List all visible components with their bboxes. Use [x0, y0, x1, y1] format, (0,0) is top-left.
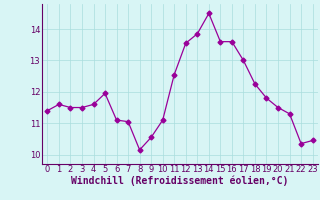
X-axis label: Windchill (Refroidissement éolien,°C): Windchill (Refroidissement éolien,°C) — [71, 176, 289, 186]
